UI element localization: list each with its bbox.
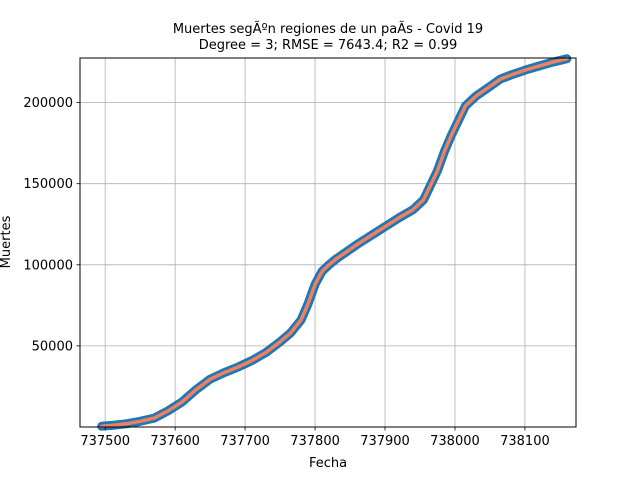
x-tick-label: 738100 [500,434,550,449]
x-tick-label: 737600 [150,434,200,449]
grid-lines [80,58,576,427]
x-axis-ticks: 737500 737600 737700 737800 737900 738000 7381… [80,427,550,449]
chart-title-line-1: Muertes segÃºn regiones de un paÃ­s - Co… [173,21,483,37]
chart-title-line-2: Degree = 3; RMSE = 7643.4; R2 = 0.99 [199,38,458,53]
y-axis-ticks: 50000 100000 150000 200000 [23,96,80,354]
plot-frame [79,57,577,428]
series-line-1 [97,54,572,431]
plot-series [97,54,572,431]
x-tick-label: 737900 [360,434,410,449]
x-tick-label: 737500 [80,434,130,449]
series-line-2 [99,57,569,428]
x-axis-label: Fecha [309,456,347,471]
y-tick-label: 200000 [23,96,73,111]
y-tick-label: 100000 [23,258,73,273]
y-tick-label: 50000 [32,339,73,354]
y-tick-label: 150000 [23,177,73,192]
x-tick-label: 737800 [290,434,340,449]
x-tick-label: 737700 [220,434,270,449]
x-tick-label: 738000 [430,434,480,449]
y-axis-label: Muertes [0,215,14,268]
